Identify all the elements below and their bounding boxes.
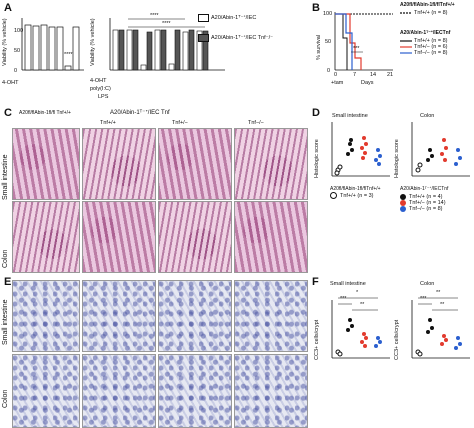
legend-text: Tnf+/− (n = 6) xyxy=(414,44,448,50)
legend-text: Tnf+/+ (n = 8) xyxy=(414,38,448,44)
panel-c-col-1: Tnf+/+ xyxy=(100,120,116,126)
panel-b-ytick-100: 100 xyxy=(323,11,333,17)
micrograph-e-8 xyxy=(234,354,308,428)
panel-f-label: F xyxy=(312,276,319,288)
panel-d-title-left: Small intestine xyxy=(332,113,368,119)
micrograph-e-6 xyxy=(82,354,156,428)
panel-d-title-right: Colon xyxy=(420,113,435,119)
micrograph-e-7 xyxy=(158,354,232,428)
panel-b-legend: A20fl/flAbin-1fl/flTnf+/+ Tnf+/+ (n = 8)… xyxy=(400,2,474,56)
panel-b-xtick-14: 14 xyxy=(370,72,377,78)
panel-b-ytick-50: 50 xyxy=(325,39,332,45)
panel-a-right-row-2: poly(I:C) xyxy=(90,86,111,92)
ytick: 0 xyxy=(14,68,18,74)
legend-head: A20/Abin-1ᵀ⁻ᐩ/IECTnf xyxy=(400,30,451,36)
panel-a-right-row-1: 4-OHT xyxy=(90,78,107,84)
panel-c-col-2: Tnf+/− xyxy=(172,120,188,126)
micrograph-e-5 xyxy=(12,354,80,428)
panel-a-right-svg xyxy=(109,18,225,71)
ytick: 100 xyxy=(14,28,24,34)
micrograph-e-4 xyxy=(234,280,308,352)
micrograph-e-2 xyxy=(82,280,156,352)
panel-b-stat: *** xyxy=(353,46,360,52)
panel-f-svg xyxy=(331,297,470,359)
legend-text: Tnf+/+ (n = 3) xyxy=(340,192,374,199)
panel-c-row-si: Small intestine xyxy=(2,154,9,200)
panel-d-legend-2: A20/Abin-1ᵀ⁻ᐩ/IECTnf Tnf+/+ (n = 4) Tnf+… xyxy=(400,186,474,212)
legend-marker-open xyxy=(330,192,337,199)
panel-a-left-row-4oht: 4-OHT xyxy=(2,80,19,86)
micrograph-c-6 xyxy=(82,201,156,273)
legend-marker-blue xyxy=(400,206,406,212)
panel-d-label: D xyxy=(312,107,320,119)
panel-b-tam: +tam xyxy=(331,80,344,86)
panel-f-title-left: Small intestine xyxy=(330,281,366,287)
panel-c-header-mid: A20/Abin-1ᵀ⁻ᐩ/IEC Tnf xyxy=(110,110,170,116)
panel-f-stat-l1: * xyxy=(356,290,359,296)
legend-swatch xyxy=(198,14,209,22)
legend-swatch-dotted xyxy=(400,12,412,14)
panel-b-xlabel: Days xyxy=(361,80,374,86)
panel-d-svg xyxy=(331,122,470,177)
micrograph-c-4 xyxy=(234,128,308,200)
panel-b-xtick-21: 21 xyxy=(387,72,394,78)
panel-c-label: C xyxy=(4,107,12,119)
legend-text: A20/Abin-1ᵀ⁻ᐩ/IEC xyxy=(211,15,257,21)
panel-f-stat-l3: ** xyxy=(360,302,365,308)
panel-a-right-chart: Viability (% vehicle) **** **** 4-OHT po… xyxy=(90,10,230,105)
panel-b-xtick-0: 0 xyxy=(334,72,338,78)
micrograph-c-5 xyxy=(12,201,80,273)
legend-text: Tnf+/+ (n = 4) xyxy=(409,194,443,200)
panel-e-row-si: Small intestine xyxy=(2,299,9,345)
micrograph-e-3 xyxy=(158,280,232,352)
panel-b-label: B xyxy=(312,2,320,14)
panel-f-stat-r2: *** xyxy=(420,296,427,302)
ytick: 50 xyxy=(14,48,21,54)
legend-head: A20fl/flAbin-1fl/flTnf+/+ xyxy=(400,2,455,8)
panel-d-legend: A20fl/flAbin-1fl/flTnf+/+ Tnf+/+ (n = 3) xyxy=(330,186,474,199)
panel-a-legend: A20/Abin-1ᵀ⁻ᐩ/IEC A20/Abin-1ᵀ⁻ᐩ/IEC Tnf⁻… xyxy=(198,14,298,42)
panel-a-left-chart: Viability (% vehicle) **** 0 50 100 4-OH… xyxy=(2,10,87,105)
legend-swatch-blue xyxy=(400,52,412,54)
panel-f-stat-l2: *** xyxy=(340,296,347,302)
panel-a-right-stat-1: **** xyxy=(150,13,159,19)
micrograph-c-2 xyxy=(82,128,156,200)
legend-swatch-black xyxy=(400,40,412,42)
legend-text: A20/Abin-1ᵀ⁻ᐩ/IEC Tnf⁻/⁻ xyxy=(211,35,274,41)
panel-f-stat-r1: ** xyxy=(436,290,441,296)
panel-f-title-right: Colon xyxy=(420,281,435,287)
panel-e-row-colon: Colon xyxy=(2,389,9,408)
panel-a-right-stat-2: **** xyxy=(162,21,171,27)
panel-b-ytick-0: 0 xyxy=(327,68,331,74)
panel-a-left-bars xyxy=(24,24,80,71)
micrograph-c-1 xyxy=(12,128,80,200)
micrograph-c-8 xyxy=(234,201,308,273)
legend-text: Tnf−/− (n = 8) xyxy=(409,206,443,212)
panel-e-label: E xyxy=(4,276,12,288)
legend-swatch xyxy=(198,34,209,42)
panel-b-svg xyxy=(334,12,393,71)
legend-marker-red xyxy=(400,200,406,206)
panel-c-col-3: Tnf−/− xyxy=(248,120,264,126)
legend-swatch-red xyxy=(400,46,412,48)
legend-text: Tnf−/− (n = 8) xyxy=(414,50,448,56)
panel-a-left-svg xyxy=(21,18,84,71)
micrograph-e-1 xyxy=(12,280,80,352)
legend-head: A20/Abin-1ᵀ⁻ᐩ/IECTnf xyxy=(400,186,449,192)
micrograph-c-7 xyxy=(158,201,232,273)
panel-f-stat-r3: ** xyxy=(440,302,445,308)
legend-marker-black xyxy=(400,194,406,200)
legend-text: Tnf+/+ (n = 8) xyxy=(414,10,448,16)
panel-a-label: A xyxy=(4,2,12,14)
panel-a-left-stat: **** xyxy=(64,52,73,58)
panel-b-xtick-7: 7 xyxy=(353,72,357,78)
panel-c-header-left: A20fl/flAbin-1fl/fl Tnf+/+ xyxy=(19,110,71,116)
panel-a-right-row-3: LPS xyxy=(98,94,109,100)
panel-b-chart: % survival *** 0 50 100 0 7 14 21 +tam D… xyxy=(315,8,474,96)
legend-text: Tnf+/− (n = 14) xyxy=(409,200,446,206)
panel-c-row-colon: Colon xyxy=(2,249,9,268)
micrograph-c-3 xyxy=(158,128,232,200)
legend-head: A20fl/flAbin-1fl/flTnf+/+ xyxy=(330,186,381,192)
